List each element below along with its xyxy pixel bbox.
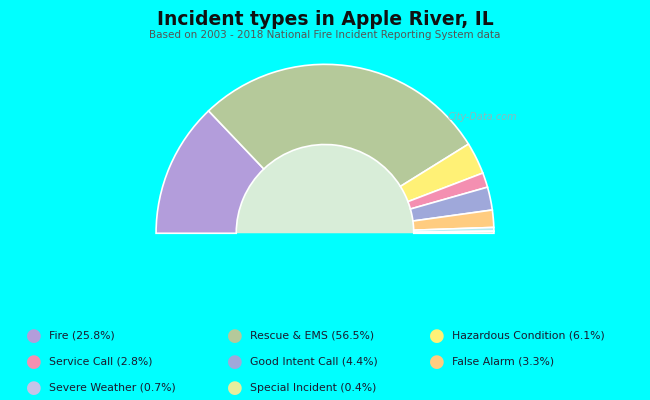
- Wedge shape: [410, 187, 492, 221]
- Text: ●: ●: [429, 327, 445, 345]
- Wedge shape: [413, 210, 494, 230]
- Wedge shape: [236, 144, 414, 233]
- Wedge shape: [209, 64, 469, 186]
- Text: Rescue & EMS (56.5%): Rescue & EMS (56.5%): [250, 331, 374, 341]
- Text: ●: ●: [227, 353, 243, 371]
- Wedge shape: [156, 111, 264, 233]
- Text: Good Intent Call (4.4%): Good Intent Call (4.4%): [250, 357, 378, 367]
- Text: Service Call (2.8%): Service Call (2.8%): [49, 357, 152, 367]
- Wedge shape: [400, 144, 483, 202]
- Text: City-Data.com: City-Data.com: [448, 112, 517, 122]
- Text: Hazardous Condition (6.1%): Hazardous Condition (6.1%): [452, 331, 604, 341]
- Text: ●: ●: [429, 353, 445, 371]
- Wedge shape: [413, 228, 494, 232]
- Text: Special Incident (0.4%): Special Incident (0.4%): [250, 383, 376, 393]
- Text: ●: ●: [26, 353, 42, 371]
- Wedge shape: [414, 231, 494, 233]
- Text: False Alarm (3.3%): False Alarm (3.3%): [452, 357, 554, 367]
- Text: Fire (25.8%): Fire (25.8%): [49, 331, 114, 341]
- Text: ●: ●: [227, 379, 243, 397]
- Text: Severe Weather (0.7%): Severe Weather (0.7%): [49, 383, 176, 393]
- Wedge shape: [408, 173, 488, 209]
- Text: ●: ●: [26, 327, 42, 345]
- Text: Incident types in Apple River, IL: Incident types in Apple River, IL: [157, 10, 493, 29]
- Text: Based on 2003 - 2018 National Fire Incident Reporting System data: Based on 2003 - 2018 National Fire Incid…: [150, 30, 500, 40]
- Text: ●: ●: [26, 379, 42, 397]
- Text: ●: ●: [227, 327, 243, 345]
